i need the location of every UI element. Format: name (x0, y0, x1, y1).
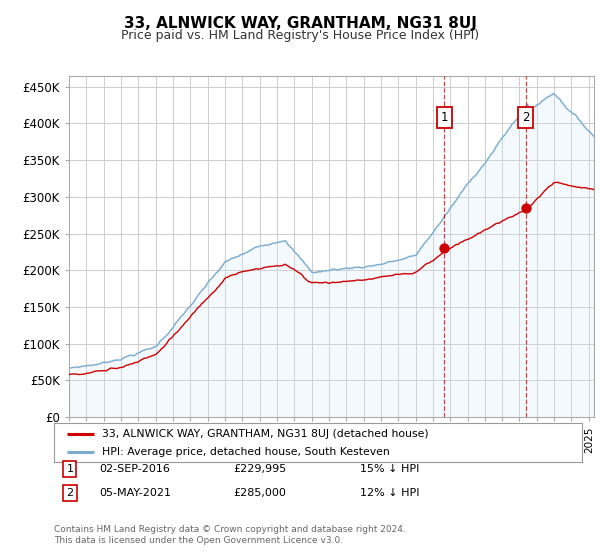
Point (521, 203, 530, 212)
Text: 05-MAY-2021: 05-MAY-2021 (99, 488, 171, 498)
Text: 2: 2 (66, 488, 73, 498)
Text: 12% ↓ HPI: 12% ↓ HPI (360, 488, 420, 498)
Text: HPI: Average price, detached house, South Kesteven: HPI: Average price, detached house, Sout… (101, 447, 389, 457)
Text: £229,995: £229,995 (233, 464, 287, 474)
Text: 02-SEP-2016: 02-SEP-2016 (99, 464, 170, 474)
Point (440, 244, 449, 253)
Text: Price paid vs. HM Land Registry's House Price Index (HPI): Price paid vs. HM Land Registry's House … (121, 29, 479, 42)
Text: 1: 1 (441, 111, 448, 124)
Text: 33, ALNWICK WAY, GRANTHAM, NG31 8UJ (detached house): 33, ALNWICK WAY, GRANTHAM, NG31 8UJ (det… (101, 429, 428, 439)
Text: 1: 1 (67, 464, 73, 474)
Text: 15% ↓ HPI: 15% ↓ HPI (360, 464, 419, 474)
Text: Contains HM Land Registry data © Crown copyright and database right 2024.
This d: Contains HM Land Registry data © Crown c… (54, 525, 406, 545)
Text: £285,000: £285,000 (233, 488, 286, 498)
Text: 33, ALNWICK WAY, GRANTHAM, NG31 8UJ: 33, ALNWICK WAY, GRANTHAM, NG31 8UJ (124, 16, 476, 31)
Text: 2: 2 (522, 111, 529, 124)
